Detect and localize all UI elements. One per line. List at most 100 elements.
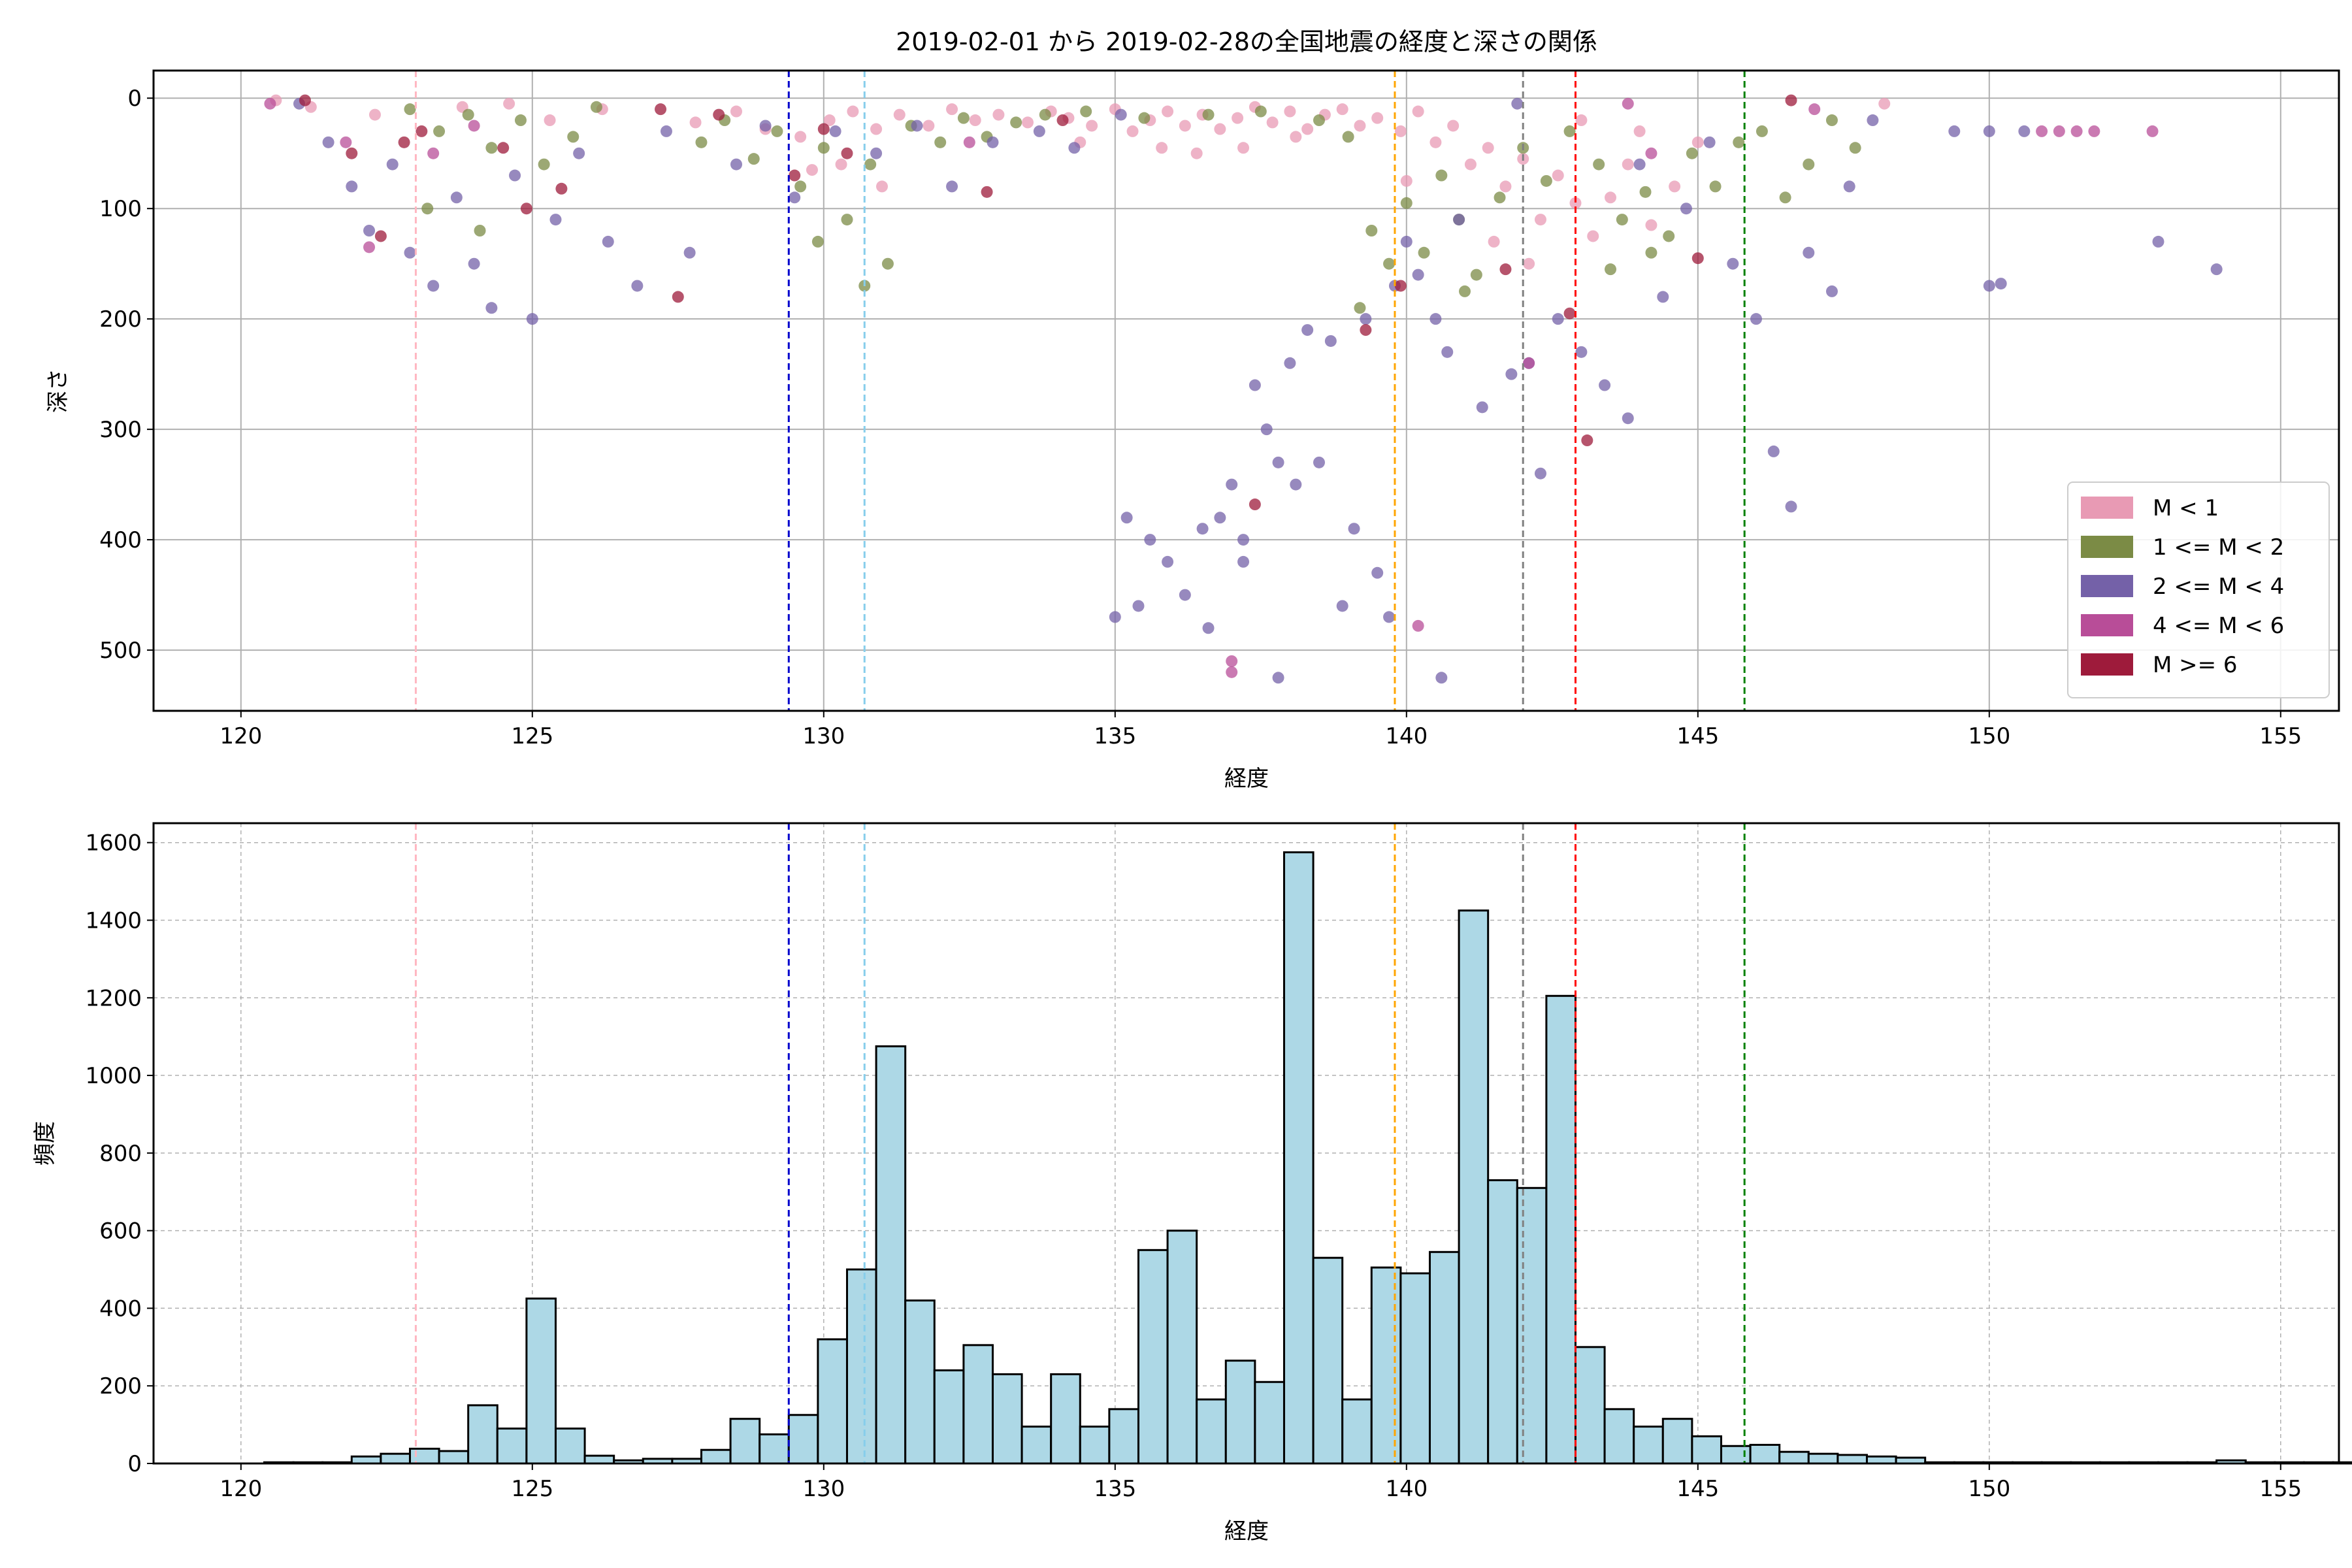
scatter-point xyxy=(1348,523,1360,535)
histogram-bar xyxy=(933,1369,965,1465)
scatter-xtick-label: 150 xyxy=(1968,723,2010,749)
scatter-point xyxy=(829,125,841,137)
scatter-point xyxy=(655,103,667,116)
scatter-point xyxy=(1290,131,1302,143)
scatter-point xyxy=(1266,116,1279,129)
scatter-point xyxy=(1313,456,1325,468)
legend-swatch xyxy=(2081,614,2133,636)
scatter-points xyxy=(264,94,2223,684)
scatter-point xyxy=(1575,114,1588,127)
scatter-point xyxy=(1878,97,1891,110)
scatter-point xyxy=(1488,235,1500,248)
scatter-point xyxy=(427,147,440,159)
scatter-yticks: 0 100 200 300 400 500 xyxy=(99,86,154,664)
scatter-point xyxy=(497,142,510,154)
scatter-point xyxy=(404,103,416,116)
histogram-bar xyxy=(1574,1346,1606,1465)
histogram-grid xyxy=(154,823,2339,1464)
histogram-ytick-label: 600 xyxy=(99,1218,142,1245)
histogram-ytick-label: 0 xyxy=(127,1451,142,1477)
scatter-point xyxy=(1260,423,1273,436)
scatter-point xyxy=(771,125,783,137)
histogram-bar xyxy=(962,1344,994,1465)
scatter-point xyxy=(1324,335,1337,347)
scatter-point xyxy=(957,112,970,124)
histogram-bar xyxy=(1341,1398,1373,1465)
scatter-point xyxy=(934,136,947,148)
scatter-point xyxy=(1394,125,1407,137)
histogram-ylabel: 頻度 xyxy=(32,1121,58,1166)
scatter-point xyxy=(1412,619,1424,632)
scatter-point xyxy=(841,147,853,159)
histogram-bar xyxy=(1545,994,1576,1465)
histogram-bar xyxy=(1166,1230,1198,1465)
scatter-point xyxy=(1162,105,1174,118)
scatter-point xyxy=(368,108,381,121)
scatter-point xyxy=(823,114,836,127)
scatter-xlabel: 経度 xyxy=(1224,766,1269,792)
histogram-bar xyxy=(991,1373,1023,1465)
scatter-point xyxy=(1400,235,1413,248)
histogram-xtick-label: 155 xyxy=(2259,1476,2302,1502)
histogram-bar xyxy=(1516,1186,1548,1465)
scatter-point xyxy=(713,108,725,121)
scatter-point xyxy=(1476,401,1488,414)
scatter-point xyxy=(794,131,807,143)
scatter-point xyxy=(1552,169,1564,182)
histogram-bar xyxy=(759,1433,790,1465)
histogram-bar xyxy=(496,1428,528,1465)
scatter-xtick-label: 145 xyxy=(1676,723,1719,749)
scatter-point xyxy=(1226,478,1238,491)
scatter-xticks: 120 125 130 135 140 145 150 155 xyxy=(220,711,2302,749)
scatter-point xyxy=(514,114,527,127)
scatter-point xyxy=(1313,114,1325,127)
histogram-bar xyxy=(1399,1272,1431,1465)
scatter-point xyxy=(1499,263,1512,276)
histogram-bar xyxy=(1458,909,1490,1465)
legend-label: 2 <= M < 4 xyxy=(2153,574,2284,600)
scatter-point xyxy=(1214,512,1226,524)
scatter-point xyxy=(1587,230,1599,242)
scatter-point xyxy=(1605,191,1616,204)
scatter-point xyxy=(1523,257,1535,270)
histogram-bar xyxy=(1807,1452,1839,1465)
scatter-point xyxy=(1179,589,1191,601)
scatter-point xyxy=(1453,214,1465,226)
scatter-point xyxy=(1086,120,1098,132)
scatter-point xyxy=(555,182,568,195)
histogram-bar xyxy=(1282,851,1315,1465)
scatter-point xyxy=(969,114,981,127)
scatter-point xyxy=(1645,147,1658,159)
histogram-ytick-label: 1000 xyxy=(85,1063,142,1089)
scatter-point xyxy=(1534,214,1546,226)
scatter-point xyxy=(870,123,883,135)
scatter-point xyxy=(730,158,742,171)
scatter-point xyxy=(1691,136,1704,148)
scatter-point xyxy=(1237,142,1250,154)
histogram-bar xyxy=(350,1455,382,1465)
histogram-bar xyxy=(1661,1418,1693,1465)
histogram-bar xyxy=(1312,1256,1344,1465)
scatter-ytick-label: 300 xyxy=(99,417,142,443)
scatter-point xyxy=(1109,611,1121,623)
scatter-ytick-label: 200 xyxy=(99,306,142,333)
scatter-point xyxy=(503,97,515,110)
scatter-point xyxy=(520,203,532,215)
scatter-ytick-label: 500 xyxy=(99,638,142,664)
histogram-bar xyxy=(1778,1450,1810,1465)
scatter-point xyxy=(1983,125,1995,137)
legend-swatch xyxy=(2081,653,2133,676)
scatter-xtick-label: 135 xyxy=(1094,723,1136,749)
scatter-point xyxy=(386,158,399,171)
scatter-xtick-label: 140 xyxy=(1385,723,1428,749)
histogram-bar xyxy=(700,1448,732,1465)
scatter-point xyxy=(1622,97,1634,110)
scatter-point xyxy=(2146,125,2159,137)
scatter-point xyxy=(1342,131,1354,143)
scatter-point xyxy=(1412,105,1424,118)
scatter-point xyxy=(1190,147,1203,159)
scatter-point xyxy=(363,241,376,253)
scatter-point xyxy=(1727,257,1739,270)
scatter-point xyxy=(1843,180,1855,193)
